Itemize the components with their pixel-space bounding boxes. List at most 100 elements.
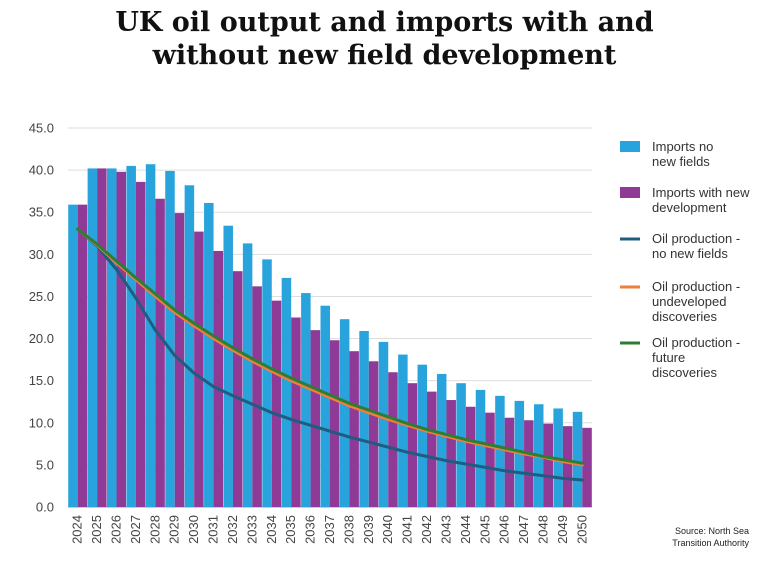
bar-imports-no-new-fields bbox=[572, 411, 583, 507]
bar-imports-no-new-fields bbox=[281, 277, 292, 507]
bar-imports-no-new-fields bbox=[145, 164, 156, 507]
y-tick-label: 45.0 bbox=[29, 121, 54, 136]
y-tick-label: 35.0 bbox=[29, 205, 54, 220]
x-tick-label: 2038 bbox=[341, 515, 356, 544]
x-tick-label: 2033 bbox=[244, 515, 259, 544]
bar-marks bbox=[68, 164, 592, 508]
y-tick-label: 20.0 bbox=[29, 331, 54, 346]
bar-imports-with-new-development bbox=[116, 171, 127, 507]
y-tick-label: 15.0 bbox=[29, 373, 54, 388]
x-tick-label: 2024 bbox=[70, 515, 85, 544]
x-tick-label: 2025 bbox=[89, 515, 104, 544]
bar-imports-no-new-fields bbox=[87, 168, 98, 507]
legend-label: discoveries bbox=[652, 309, 718, 324]
bar-imports-with-new-development bbox=[349, 351, 359, 507]
bar-imports-no-new-fields bbox=[184, 185, 195, 507]
bar-imports-no-new-fields bbox=[204, 202, 214, 508]
bar-imports-with-new-development bbox=[388, 372, 398, 507]
bar-imports-with-new-development bbox=[97, 168, 107, 507]
bar-imports-no-new-fields bbox=[495, 395, 505, 507]
bar-imports-no-new-fields bbox=[456, 383, 466, 507]
bar-imports-with-new-development bbox=[155, 198, 165, 507]
bar-imports-no-new-fields bbox=[165, 170, 175, 507]
bar-imports-no-new-fields bbox=[378, 341, 389, 507]
source-line-2: Transition Authority bbox=[672, 538, 749, 548]
legend-label: new fields bbox=[652, 154, 710, 169]
x-tick-label: 2028 bbox=[147, 515, 162, 544]
x-tick-label: 2046 bbox=[497, 515, 512, 544]
x-tick-label: 2047 bbox=[516, 515, 531, 544]
legend-label: Oil production - bbox=[652, 335, 740, 350]
x-tick-label: 2031 bbox=[206, 515, 221, 544]
bar-imports-with-new-development bbox=[524, 420, 534, 507]
bar-imports-with-new-development bbox=[232, 271, 243, 507]
bar-imports-no-new-fields bbox=[339, 319, 350, 507]
bar-imports-with-new-development bbox=[368, 361, 379, 507]
y-tick-label: 25.0 bbox=[29, 289, 54, 304]
legend-swatch bbox=[620, 187, 640, 198]
bar-imports-no-new-fields bbox=[475, 389, 486, 507]
legend-label: Imports with new bbox=[652, 185, 750, 200]
bar-imports-with-new-development bbox=[485, 412, 495, 507]
bar-imports-with-new-development bbox=[562, 426, 573, 507]
x-tick-label: 2034 bbox=[264, 515, 279, 544]
y-tick-label: 30.0 bbox=[29, 247, 54, 262]
x-tick-label: 2039 bbox=[361, 515, 376, 544]
y-tick-label: 0.0 bbox=[36, 500, 54, 515]
bar-imports-no-new-fields bbox=[68, 204, 78, 508]
x-tick-label: 2036 bbox=[303, 515, 318, 544]
bar-imports-with-new-development bbox=[504, 417, 515, 507]
legend-label: no new fields bbox=[652, 246, 728, 261]
x-tick-label: 2035 bbox=[283, 515, 298, 544]
bar-imports-no-new-fields bbox=[262, 259, 272, 507]
legend-label: Oil production - bbox=[652, 279, 740, 294]
x-tick-label: 2048 bbox=[535, 515, 550, 544]
bar-imports-with-new-development bbox=[271, 300, 282, 507]
bar-imports-with-new-development bbox=[77, 204, 88, 508]
y-tick-label: 5.0 bbox=[36, 457, 54, 472]
x-tick-label: 2030 bbox=[186, 515, 201, 544]
chart-title: UK oil output and imports with and witho… bbox=[0, 6, 769, 72]
bar-imports-no-new-fields bbox=[436, 373, 447, 507]
bar-imports-no-new-fields bbox=[359, 330, 369, 507]
x-tick-label: 2041 bbox=[400, 515, 415, 544]
bar-imports-no-new-fields bbox=[107, 168, 117, 507]
y-tick-label: 10.0 bbox=[29, 415, 54, 430]
x-tick-label: 2044 bbox=[458, 515, 473, 544]
chart-title-line-2: without new field development bbox=[152, 40, 617, 71]
line-series-3 bbox=[76, 227, 584, 465]
x-tick-label: 2045 bbox=[477, 515, 492, 544]
x-tick-label: 2032 bbox=[225, 515, 240, 544]
x-tick-label: 2049 bbox=[555, 515, 570, 544]
line-series-2 bbox=[76, 227, 584, 467]
bar-imports-with-new-development bbox=[291, 317, 301, 507]
bar-imports-with-new-development bbox=[252, 286, 262, 507]
bar-imports-with-new-development bbox=[310, 330, 321, 507]
x-tick-label: 2037 bbox=[322, 515, 337, 544]
line-marks bbox=[76, 227, 584, 482]
bar-imports-no-new-fields bbox=[242, 243, 253, 507]
x-tick-label: 2029 bbox=[167, 515, 182, 544]
bar-imports-with-new-development bbox=[582, 427, 592, 507]
bar-imports-with-new-development bbox=[427, 391, 437, 507]
legend-label: Oil production - bbox=[652, 231, 740, 246]
bar-imports-with-new-development bbox=[135, 181, 146, 507]
x-tick-label: 2050 bbox=[574, 515, 589, 544]
bar-imports-with-new-development bbox=[194, 231, 204, 508]
bar-imports-no-new-fields bbox=[126, 165, 136, 507]
source-note: Source: North Sea Transition Authority bbox=[639, 525, 749, 549]
x-axis: 2024 2025 2026 2027 2028 2029 2030 2031 2032 2033… bbox=[70, 515, 590, 544]
legend-label: discoveries bbox=[652, 365, 718, 380]
line-series-1 bbox=[76, 227, 584, 482]
bar-imports-no-new-fields bbox=[417, 364, 428, 507]
x-tick-label: 2042 bbox=[419, 515, 434, 544]
legend-label: future bbox=[652, 350, 685, 365]
legend-swatch bbox=[620, 141, 640, 152]
bar-imports-no-new-fields bbox=[320, 305, 330, 507]
x-tick-label: 2043 bbox=[438, 515, 453, 544]
bar-imports-with-new-development bbox=[330, 340, 340, 507]
bar-imports-no-new-fields bbox=[301, 293, 311, 507]
legend-label: development bbox=[652, 200, 727, 215]
bar-imports-with-new-development bbox=[543, 423, 553, 507]
